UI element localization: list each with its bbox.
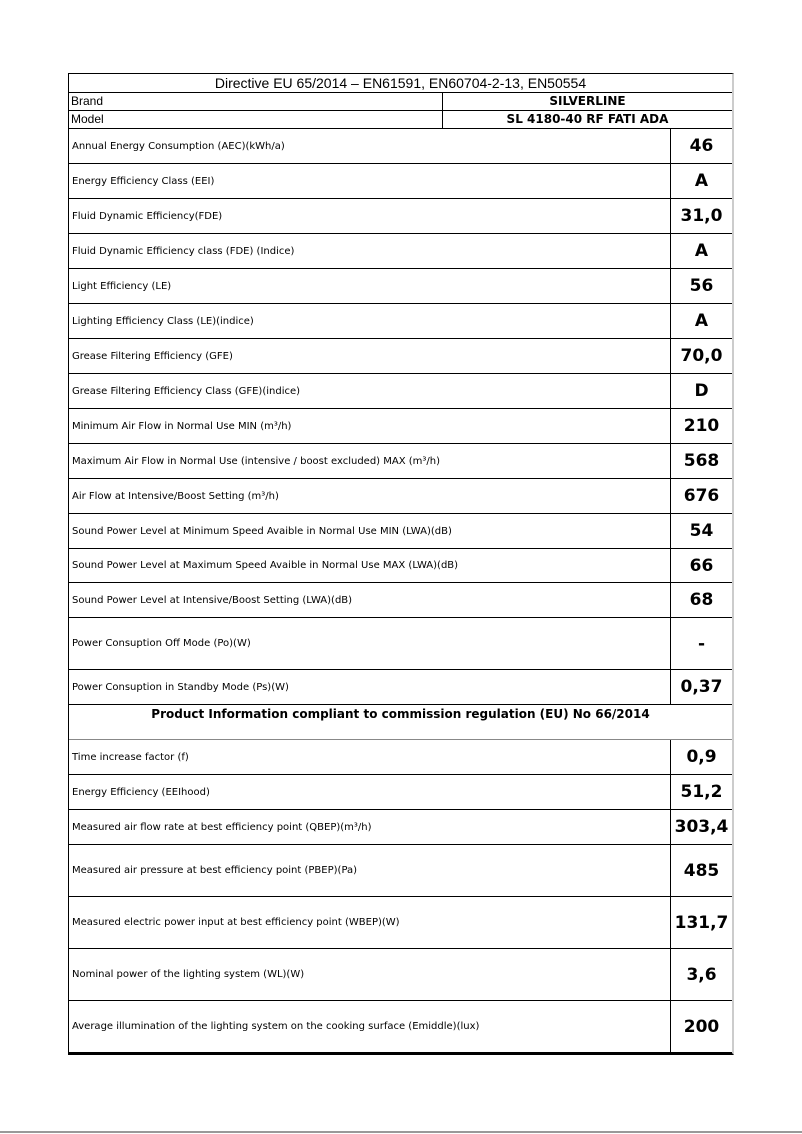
table-row: Measured air pressure at best efficiency… [69, 845, 732, 897]
row-value: 676 [670, 479, 732, 513]
row-value: A [670, 234, 732, 268]
table-row: Fluid Dynamic Efficiency(FDE) 31,0 [69, 199, 732, 234]
table-row: Nominal power of the lighting system (WL… [69, 949, 732, 1001]
row-value: 3,6 [670, 949, 732, 1000]
row-label: Grease Filtering Efficiency (GFE) [72, 350, 233, 362]
row-label: Light Efficiency (LE) [72, 280, 172, 292]
row-value: - [670, 618, 732, 669]
bep-rows: Time increase factor (f) 0,9 Energy Effici… [69, 740, 732, 1053]
row-label: Minimum Air Flow in Normal Use MIN (m³/h… [72, 420, 292, 432]
table-row: Sound Power Level at Minimum Speed Avaib… [69, 514, 732, 549]
row-value: 131,7 [670, 897, 732, 948]
page-bottom-divider [0, 1131, 802, 1133]
table-row: Fluid Dynamic Efficiency class (FDE) (In… [69, 234, 732, 269]
row-value: 66 [670, 549, 732, 582]
row-label: Maximum Air Flow in Normal Use (intensiv… [72, 455, 441, 467]
row-label: Grease Filtering Efficiency Class (GFE)(… [72, 385, 301, 397]
table-row: Measured electric power input at best ef… [69, 897, 732, 949]
table-row: Minimum Air Flow in Normal Use MIN (m³/h… [69, 409, 732, 444]
table-row: Sound Power Level at Maximum Speed Avaib… [69, 549, 732, 583]
model-value: SL 4180-40 RF FATI ADA [506, 112, 669, 126]
table-row: Grease Filtering Efficiency Class (GFE)(… [69, 374, 732, 409]
row-value: 485 [670, 845, 732, 896]
table-row: Average illumination of the lighting sys… [69, 1001, 732, 1053]
table-row: Light Efficiency (LE) 56 [69, 269, 732, 304]
brand-row: Brand SILVERLINE [69, 93, 732, 111]
row-value: 54 [670, 514, 732, 548]
row-label: Energy Efficiency Class (EEI) [72, 175, 215, 187]
row-label: Power Consuption Off Mode (Po)(W) [72, 638, 251, 649]
row-label: Lighting Efficiency Class (LE)(indice) [72, 315, 254, 327]
row-label: Power Consuption in Standby Mode (Ps)(W) [72, 681, 289, 693]
row-value: A [670, 164, 732, 198]
row-label: Air Flow at Intensive/Boost Setting (m³/… [72, 490, 279, 502]
table-row: Sound Power Level at Intensive/Boost Set… [69, 583, 732, 618]
table-row: Energy Efficiency (EEIhood) 51,2 [69, 775, 732, 810]
spec-rows: Annual Energy Consumption (AEC)(kWh/a) 46… [69, 129, 732, 705]
table-row: Time increase factor (f) 0,9 [69, 740, 732, 775]
table-row: Air Flow at Intensive/Boost Setting (m³/… [69, 479, 732, 514]
row-label: Annual Energy Consumption (AEC)(kWh/a) [72, 140, 285, 152]
row-label: Time increase factor (f) [72, 751, 189, 763]
table-row: Maximum Air Flow in Normal Use (intensiv… [69, 444, 732, 479]
row-label: Energy Efficiency (EEIhood) [72, 786, 210, 798]
row-value: 46 [670, 129, 732, 163]
section-title: Product Information compliant to commiss… [69, 705, 732, 740]
table-row: Grease Filtering Efficiency (GFE) 70,0 [69, 339, 732, 374]
row-value: 303,4 [670, 810, 732, 844]
row-value: 70,0 [670, 339, 732, 373]
brand-label: Brand [69, 93, 443, 110]
row-label: Fluid Dynamic Efficiency class (FDE) (In… [72, 245, 295, 257]
row-value: D [670, 374, 732, 408]
table-row: Power Consuption Off Mode (Po)(W) - [69, 618, 732, 670]
table-row: Annual Energy Consumption (AEC)(kWh/a) 46 [69, 129, 732, 164]
row-label: Measured electric power input at best ef… [72, 917, 400, 928]
row-value: A [670, 304, 732, 338]
row-label: Sound Power Level at Intensive/Boost Set… [72, 594, 353, 606]
table-row: Lighting Efficiency Class (LE)(indice) A [69, 304, 732, 339]
row-label: Average illumination of the lighting sys… [72, 1021, 480, 1032]
row-value: 200 [670, 1001, 732, 1052]
row-value: 51,2 [670, 775, 732, 809]
row-label: Sound Power Level at Maximum Speed Avaib… [72, 560, 459, 571]
model-row: Model SL 4180-40 RF FATI ADA [69, 111, 732, 129]
brand-value: SILVERLINE [549, 94, 626, 108]
product-info-table: Directive EU 65/2014 – EN61591, EN60704-… [68, 73, 734, 1055]
directive-header: Directive EU 65/2014 – EN61591, EN60704-… [69, 74, 732, 93]
row-value: 568 [670, 444, 732, 478]
table-row: Power Consuption in Standby Mode (Ps)(W)… [69, 670, 732, 705]
row-label: Measured air flow rate at best efficienc… [72, 821, 372, 833]
row-value: 0,9 [670, 740, 732, 774]
row-label: Sound Power Level at Minimum Speed Avaib… [72, 525, 452, 537]
row-label: Fluid Dynamic Efficiency(FDE) [72, 210, 223, 222]
row-label: Measured air pressure at best efficiency… [72, 865, 358, 876]
row-value: 0,37 [670, 670, 732, 704]
row-value: 56 [670, 269, 732, 303]
row-value: 31,0 [670, 199, 732, 233]
model-label: Model [69, 111, 443, 128]
table-row: Energy Efficiency Class (EEI) A [69, 164, 732, 199]
table-row: Measured air flow rate at best efficienc… [69, 810, 732, 845]
row-value: 68 [670, 583, 732, 617]
row-value: 210 [670, 409, 732, 443]
row-label: Nominal power of the lighting system (WL… [72, 969, 305, 980]
